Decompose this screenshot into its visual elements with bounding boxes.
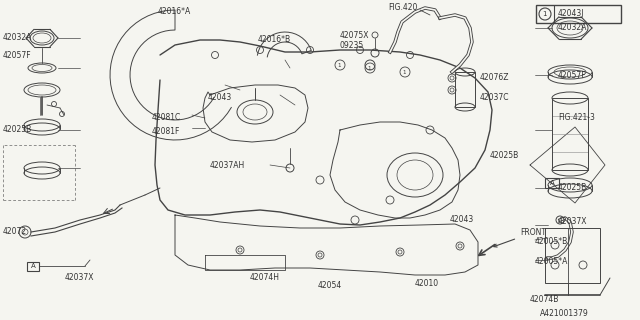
Bar [27,262,39,271]
Text: FIG.421-3: FIG.421-3 [558,114,595,123]
Text: 1: 1 [367,66,371,71]
Text: 42010: 42010 [415,278,439,287]
Text: 42037X: 42037X [65,274,95,283]
Text: 42025B: 42025B [558,183,588,193]
Text: A: A [550,180,554,186]
Text: 42043: 42043 [450,215,474,225]
Text: FRONT: FRONT [494,228,546,247]
Text: 42057F: 42057F [558,70,587,79]
Text: 1: 1 [337,63,340,68]
Text: A421001379: A421001379 [540,308,589,317]
Text: 42032A: 42032A [558,23,588,33]
Text: 42016*A: 42016*A [158,7,191,17]
Text: 42005*B: 42005*B [535,237,568,246]
Text: 1: 1 [541,11,547,17]
Text: 42037C: 42037C [480,93,509,102]
Bar [455,72,475,107]
Text: 42043J: 42043J [558,10,584,19]
Text: 42037AH: 42037AH [210,161,245,170]
Text: FIG.420: FIG.420 [388,4,417,12]
Text: 42054: 42054 [318,282,342,291]
Text: 42037X: 42037X [558,218,588,227]
Bar [545,228,600,283]
Text: 42016*B: 42016*B [258,36,291,44]
Text: 42043: 42043 [208,93,232,102]
Polygon shape [257,32,311,57]
Text: 1: 1 [403,70,406,75]
Text: 42072: 42072 [3,228,27,236]
Bar [545,178,559,188]
Text: A: A [31,263,35,269]
Text: 42076Z: 42076Z [480,74,509,83]
Polygon shape [110,10,231,140]
Text: 09235: 09235 [340,41,364,50]
Text: 42074H: 42074H [250,274,280,283]
Bar [552,98,588,170]
Text: 42025B: 42025B [490,150,519,159]
Text: 42005*A: 42005*A [535,258,568,267]
Text: 42025B: 42025B [3,125,32,134]
Text: 42057F: 42057F [3,51,31,60]
Text: 42074B: 42074B [530,295,559,305]
Bar [536,5,621,23]
Text: 42075X: 42075X [340,30,369,39]
Text: 42081C: 42081C [152,114,181,123]
Text: 42081F: 42081F [152,127,180,137]
Text: 42032A: 42032A [3,34,33,43]
